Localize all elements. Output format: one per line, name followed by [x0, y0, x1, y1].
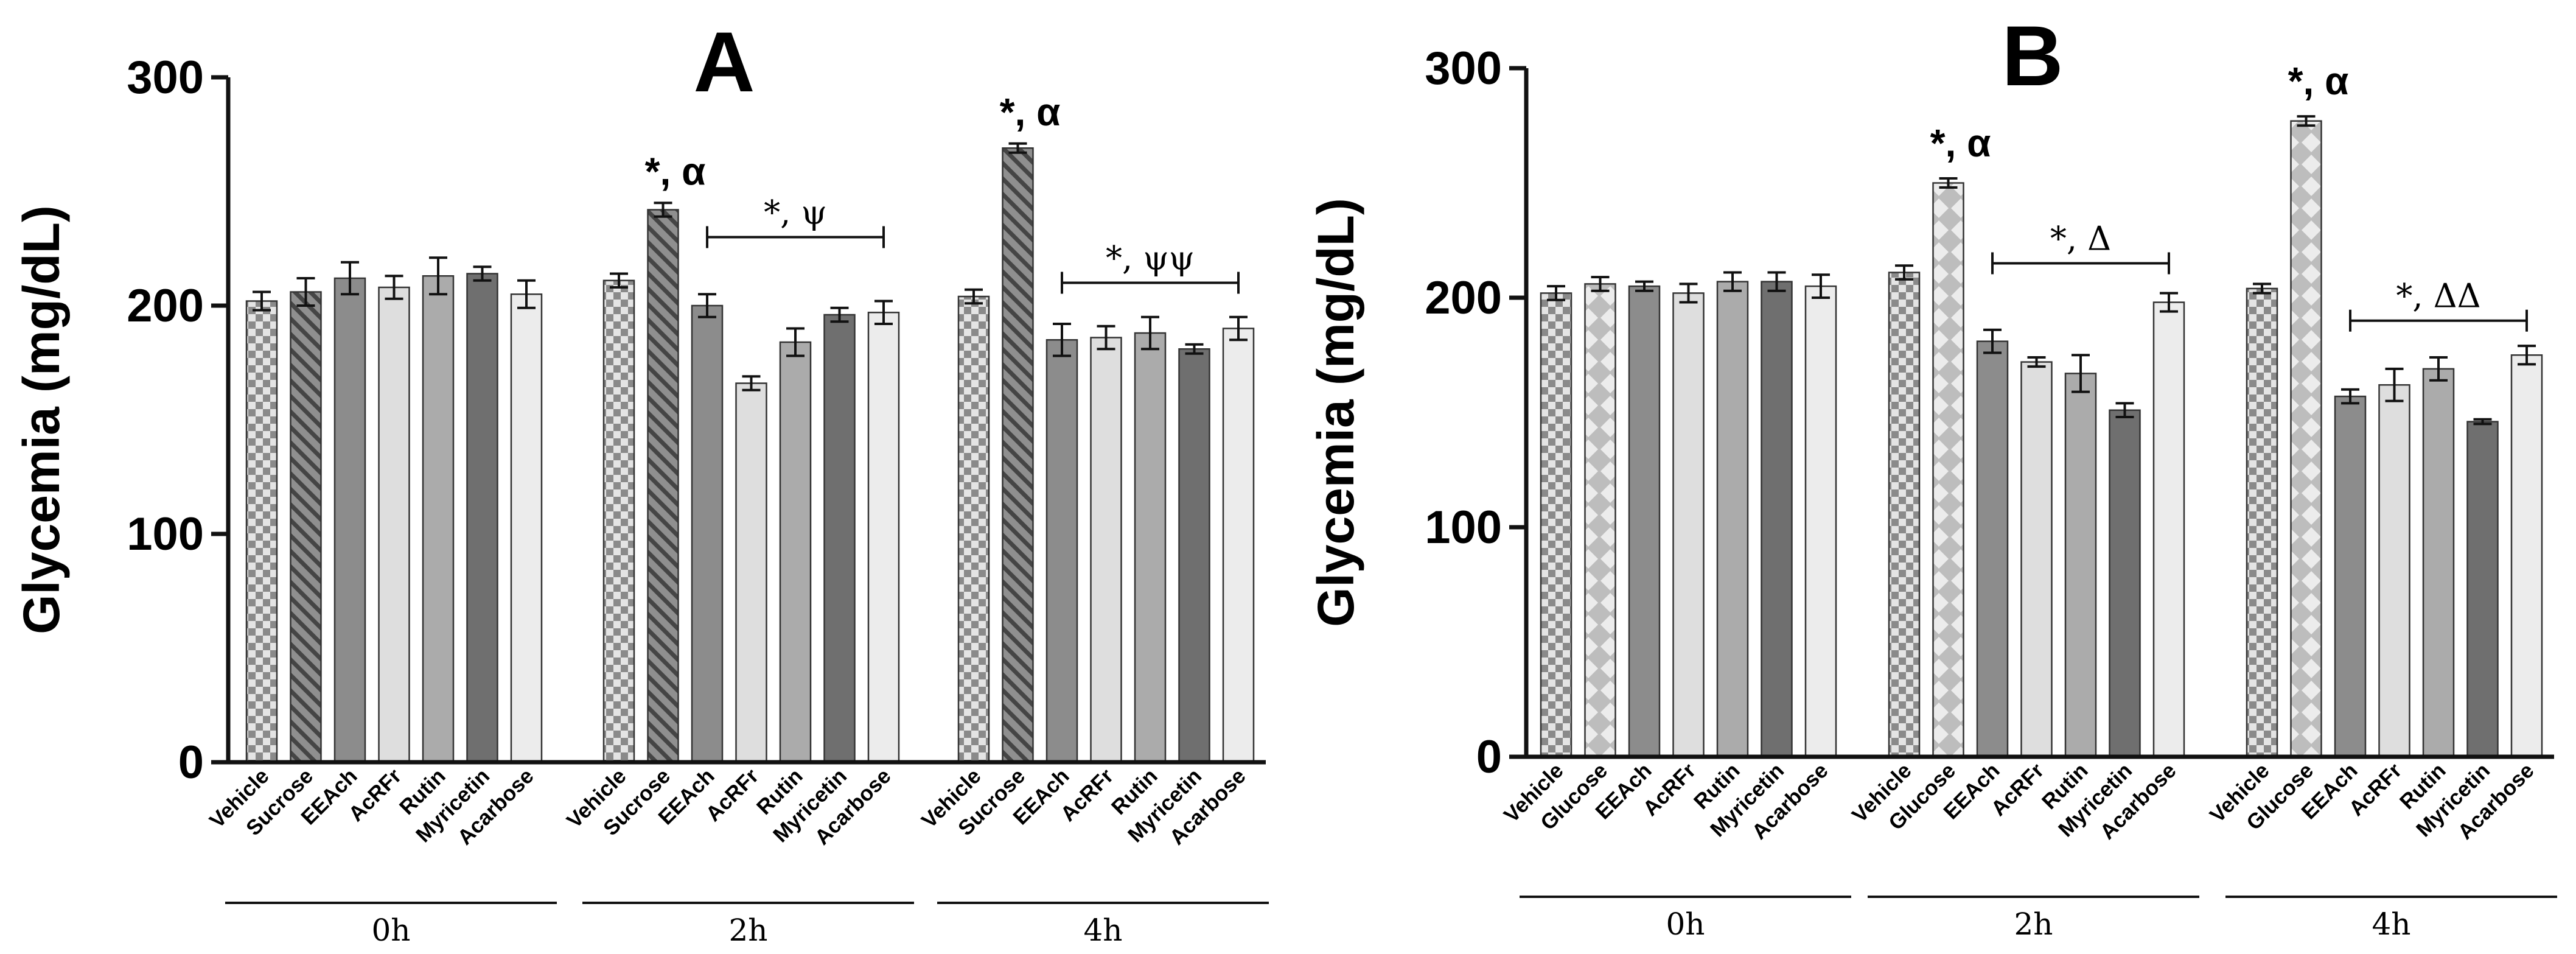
bar [1932, 182, 1964, 758]
bar [1761, 281, 1793, 758]
significance-label: *, α [645, 149, 706, 193]
bar [1628, 285, 1661, 758]
y-tick-label: 300 [1425, 43, 1502, 94]
significance-label: *, α [1930, 121, 1991, 165]
group-label: 0h [371, 913, 410, 948]
bar [2064, 373, 2097, 758]
y-tick-label: 0 [178, 737, 204, 788]
bar [602, 279, 635, 763]
bracket-label: *, ΔΔ [2396, 277, 2480, 315]
bar [2109, 409, 2141, 758]
bracket-label: *, Δ [2050, 219, 2111, 258]
group-label: 4h [2372, 907, 2410, 942]
bar [691, 304, 724, 763]
bar [1540, 292, 1572, 758]
significance-label: *, α [1000, 90, 1061, 134]
bar [2422, 368, 2455, 758]
bar [1976, 340, 2009, 758]
bar [779, 341, 812, 763]
bar [1178, 348, 1210, 763]
bar [2510, 354, 2543, 758]
bar [1134, 332, 1167, 763]
bar [735, 382, 767, 763]
bar [2246, 287, 2278, 758]
bar [245, 300, 278, 763]
bar [2378, 384, 2410, 758]
y-tick-label: 100 [127, 508, 204, 560]
y-tick-label: 100 [1425, 502, 1502, 553]
bar [823, 314, 856, 763]
bar [333, 277, 366, 763]
bracket-label: *, ψψ [1106, 239, 1195, 278]
panel-title: A [693, 14, 755, 110]
bar [1888, 272, 1921, 758]
bar [2020, 361, 2053, 758]
bar [1716, 281, 1749, 758]
bar [510, 293, 543, 763]
bar [1002, 147, 1034, 763]
bar [2290, 120, 2322, 758]
bar [957, 295, 990, 763]
bar [1672, 292, 1705, 758]
bracket-label: *, ψ [764, 194, 827, 232]
bar [1045, 339, 1078, 763]
group-label: 0h [1666, 907, 1705, 942]
y-axis-label: Glycemia (mg/dL) [13, 205, 70, 634]
y-tick-label: 0 [1476, 731, 1502, 783]
bar [2152, 301, 2185, 758]
bar [2334, 395, 2367, 758]
bar [422, 275, 455, 763]
bar [1804, 285, 1837, 758]
bar [867, 312, 900, 763]
y-tick-label: 300 [127, 52, 204, 103]
bar [1584, 283, 1616, 758]
bar [1090, 337, 1122, 763]
group-label: 2h [728, 913, 767, 948]
y-tick-label: 200 [1425, 272, 1502, 324]
significance-label: *, α [2288, 59, 2349, 103]
bar [647, 209, 679, 763]
y-axis-label: Glycemia (mg/dL) [1307, 198, 1364, 627]
group-label: 2h [2014, 907, 2053, 942]
y-tick-label: 200 [127, 280, 204, 332]
group-label: 4h [1083, 913, 1122, 948]
bar [290, 291, 322, 763]
bar [1222, 328, 1255, 763]
bar [466, 273, 498, 763]
bar [2466, 421, 2499, 758]
bar [378, 286, 410, 763]
panel-title: B [2002, 8, 2063, 103]
